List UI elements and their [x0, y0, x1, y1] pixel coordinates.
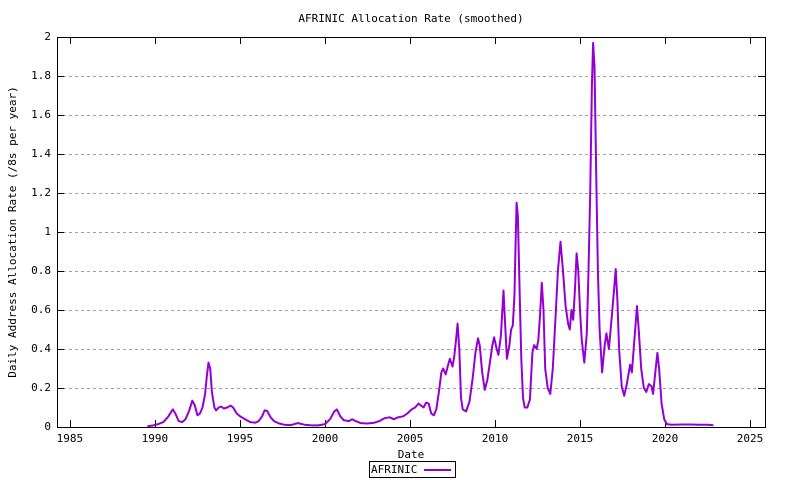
y-tick-label-0.4: 0.4 [31, 342, 51, 355]
legend-box: AFRINIC [369, 461, 456, 478]
y-tick-label-2: 2 [44, 30, 51, 43]
legend-entry-label: AFRINIC [371, 463, 418, 476]
x-tick-label-2020: 2020 [651, 432, 679, 445]
y-tick-label-1.4: 1.4 [31, 147, 51, 160]
legend-line-sample-icon [424, 469, 451, 471]
chart-title: AFRINIC Allocation Rate (smoothed) [298, 12, 524, 25]
y-tick-label-0.8: 0.8 [31, 264, 51, 277]
y-tick-label-1: 1 [44, 225, 51, 238]
x-tick-label-2005: 2005 [396, 432, 424, 445]
x-tick-label-1995: 1995 [226, 432, 254, 445]
y-tick-label-0.2: 0.2 [31, 381, 51, 394]
x-axis-title: Date [397, 448, 425, 461]
x-tick-label-2000: 2000 [311, 432, 339, 445]
x-tick-label-1985: 1985 [56, 432, 84, 445]
x-tick-label-2010: 2010 [481, 432, 509, 445]
data-line-afrinic [147, 41, 714, 428]
x-tick-label-1990: 1990 [141, 432, 169, 445]
y-tick-label-1.2: 1.2 [31, 186, 51, 199]
y-tick-label-1.6: 1.6 [31, 108, 51, 121]
y-tick-label-0: 0 [44, 420, 51, 433]
y-tick-label-0.6: 0.6 [31, 303, 51, 316]
x-tick-label-2025: 2025 [736, 432, 764, 445]
x-tick-label-2015: 2015 [566, 432, 594, 445]
y-tick-label-1.8: 1.8 [31, 69, 51, 82]
